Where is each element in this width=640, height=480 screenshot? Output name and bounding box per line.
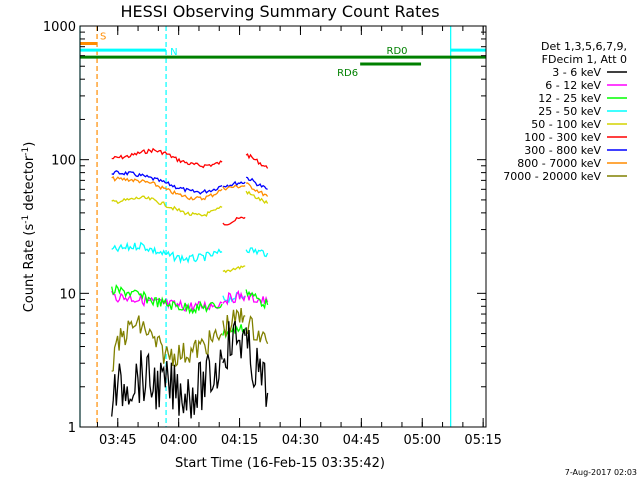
y-axis-label-superscript: -1 xyxy=(21,147,31,156)
series-line xyxy=(111,190,269,274)
x-tick-label: 04:30 xyxy=(282,433,319,448)
x-tick-label: 04:45 xyxy=(343,433,380,448)
x-axis-label: Start Time (16-Feb-15 03:35:42) xyxy=(175,456,385,471)
series-line xyxy=(111,147,269,226)
chart-title: HESSI Observing Summary Count Rates xyxy=(120,2,439,21)
y-tick-label: 100 xyxy=(51,154,76,169)
y-axis-label-part: ) xyxy=(22,142,37,147)
series-line xyxy=(111,308,269,372)
legend: Det 1,3,5,6,7,9,FDecim 1, Att 03 - 6 keV… xyxy=(503,40,627,183)
plot-area: S N RD0 RD6 xyxy=(79,26,486,427)
flag-label-n: N xyxy=(170,47,177,58)
flag-label-rd6: RD6 xyxy=(337,68,358,79)
y-tick-label: 1 xyxy=(68,421,76,436)
footer-timestamp: 7-Aug-2017 02:03 xyxy=(565,468,637,477)
y-tick-label: 1000 xyxy=(43,20,76,35)
y-axis-label-part: detector xyxy=(22,155,37,215)
plot-frame xyxy=(79,25,487,428)
x-tick-label: 04:15 xyxy=(221,433,258,448)
y-axis-label-superscript: -1 xyxy=(21,215,31,224)
flag-label-rd0: RD0 xyxy=(387,46,408,57)
legend-header: FDecim 1, Att 0 xyxy=(542,53,627,66)
legend-entry-label: 7000 - 20000 keV xyxy=(503,170,601,183)
legend-entry-label: 800 - 7000 keV xyxy=(517,157,601,170)
x-tick-label: 04:00 xyxy=(160,433,197,448)
legend-entry-label: 6 - 12 keV xyxy=(545,79,601,92)
y-tick-label: 10 xyxy=(59,287,76,302)
flag-label-s: S xyxy=(100,31,106,42)
legend-header: Det 1,3,5,6,7,9, xyxy=(541,40,627,53)
series-line xyxy=(111,175,269,201)
y-axis-label-group: Count Rate (s-1 detector-1) xyxy=(21,142,37,313)
legend-entry-label: 300 - 800 keV xyxy=(524,144,601,157)
legend-entry-label: 25 - 50 keV xyxy=(538,105,601,118)
x-tick-label: 05:00 xyxy=(404,433,441,448)
x-tick-label: 03:45 xyxy=(99,433,136,448)
axes: 1 10 100 1000 03:45 04:00 04:15 04:30 04:45 05:00… xyxy=(43,20,502,448)
series-line xyxy=(111,320,269,419)
legend-entry-label: 3 - 6 keV xyxy=(552,66,601,79)
series-line xyxy=(111,170,268,195)
legend-entry-label: 100 - 300 keV xyxy=(524,131,601,144)
y-axis-label-part: Count Rate (s xyxy=(22,224,37,313)
legend-entry-label: 12 - 25 keV xyxy=(538,92,601,105)
x-tick-label: 05:15 xyxy=(464,433,501,448)
y-axis-label: Count Rate (s-1 detector-1) xyxy=(21,142,37,313)
legend-entry-label: 50 - 100 keV xyxy=(531,118,601,131)
